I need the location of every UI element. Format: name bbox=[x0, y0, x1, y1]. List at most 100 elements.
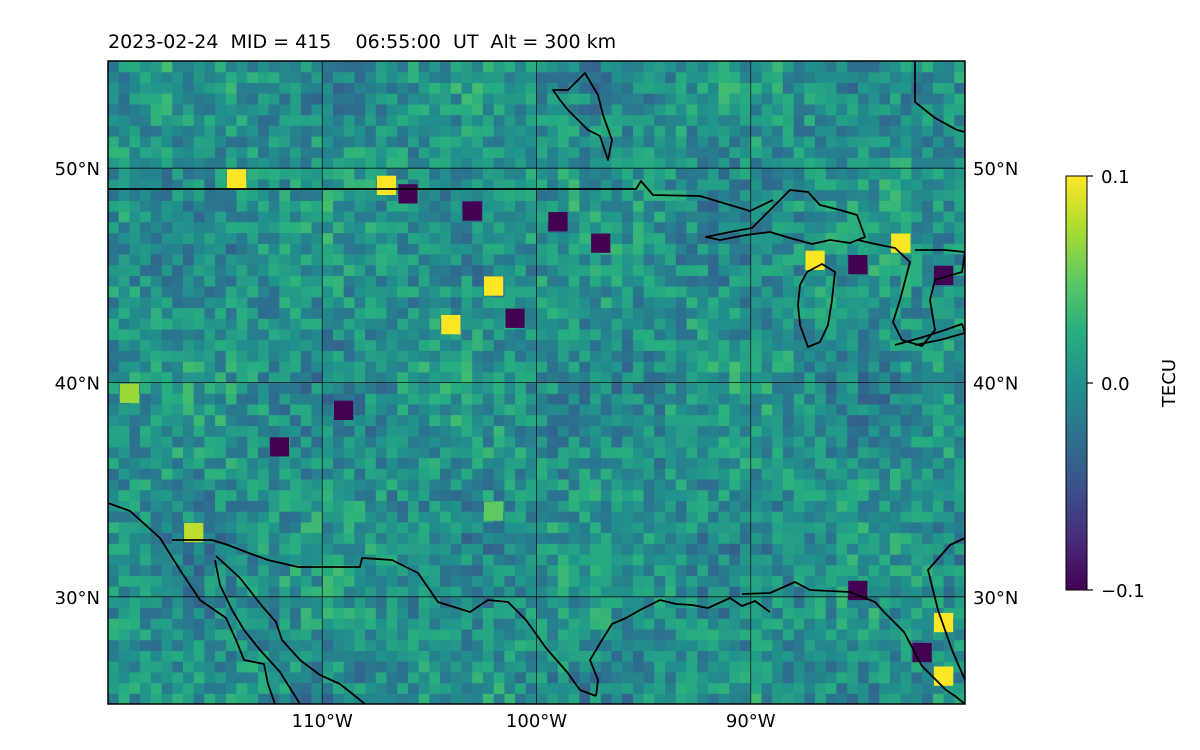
heatmap-cell bbox=[557, 596, 570, 609]
heatmap-cell bbox=[611, 478, 623, 491]
heatmap-cell bbox=[557, 157, 570, 169]
heatmap-cell bbox=[954, 521, 965, 534]
heatmap-cell bbox=[482, 650, 495, 662]
heatmap-cell bbox=[365, 253, 377, 266]
heatmap-cell bbox=[290, 436, 302, 448]
heatmap-cell bbox=[761, 221, 773, 234]
heatmap-cell bbox=[397, 521, 409, 534]
heatmap-cell bbox=[750, 350, 763, 362]
heatmap-cell bbox=[579, 403, 591, 416]
heatmap-cell bbox=[686, 414, 698, 426]
heatmap-cell bbox=[579, 371, 591, 384]
heatmap-cell bbox=[782, 264, 795, 276]
heatmap-cell bbox=[536, 361, 548, 373]
heatmap-cell bbox=[729, 682, 741, 694]
heatmap-cell bbox=[429, 178, 441, 191]
heatmap-cell bbox=[429, 168, 441, 180]
heatmap-cell bbox=[804, 168, 816, 180]
heatmap-cell bbox=[729, 693, 741, 704]
heatmap-cell bbox=[686, 682, 698, 694]
heatmap-cell bbox=[515, 168, 527, 180]
heatmap-cell bbox=[740, 232, 752, 244]
heatmap-cell bbox=[204, 253, 216, 266]
heatmap-cell bbox=[172, 221, 184, 234]
heatmap-cell bbox=[407, 350, 420, 362]
heatmap-cell bbox=[204, 682, 216, 694]
heatmap-cell bbox=[258, 93, 270, 105]
heatmap-cell bbox=[954, 371, 965, 384]
heatmap-cell bbox=[718, 586, 730, 598]
heatmap-cell bbox=[547, 82, 559, 94]
heatmap-cell bbox=[343, 661, 355, 673]
heatmap-cell bbox=[568, 596, 580, 609]
heatmap-cell bbox=[407, 650, 420, 662]
heatmap-cell bbox=[418, 286, 430, 298]
heatmap-cell bbox=[300, 596, 313, 609]
heatmap-cell bbox=[397, 500, 409, 512]
heatmap-cell bbox=[461, 543, 473, 555]
heatmap-cell bbox=[922, 328, 934, 341]
heatmap-cell bbox=[290, 253, 302, 266]
heatmap-cell bbox=[686, 318, 698, 330]
heatmap-cell bbox=[632, 575, 645, 587]
heatmap-cell bbox=[429, 71, 441, 83]
heatmap-cell bbox=[129, 661, 141, 673]
heatmap-cell bbox=[440, 125, 452, 137]
heatmap-cell bbox=[911, 114, 923, 126]
heatmap-cell bbox=[729, 446, 741, 459]
heatmap-cell bbox=[857, 521, 870, 534]
heatmap-cell bbox=[665, 221, 677, 234]
heatmap-cell bbox=[247, 693, 259, 704]
heatmap-cell bbox=[622, 371, 634, 384]
heatmap-cell bbox=[354, 414, 366, 426]
heatmap-cell bbox=[525, 296, 538, 309]
heatmap-cell bbox=[482, 468, 495, 480]
heatmap-cell bbox=[954, 478, 965, 491]
heatmap-cell bbox=[740, 521, 752, 534]
heatmap-cell bbox=[525, 425, 538, 437]
heatmap-cell bbox=[140, 639, 152, 651]
heatmap-cell bbox=[718, 71, 730, 83]
heatmap-cell bbox=[825, 382, 837, 394]
heatmap-cell bbox=[911, 425, 923, 437]
heatmap-cell bbox=[482, 393, 495, 405]
heatmap-cell bbox=[279, 425, 291, 437]
heatmap-cell bbox=[793, 596, 805, 609]
heatmap-cell bbox=[943, 564, 955, 576]
heatmap-cell bbox=[472, 629, 484, 641]
heatmap-cell bbox=[772, 468, 784, 480]
heatmap-cell bbox=[161, 168, 173, 180]
heatmap-cell bbox=[183, 264, 195, 276]
heatmap-cell bbox=[643, 629, 655, 641]
heatmap-cell bbox=[440, 489, 452, 501]
heatmap-cell bbox=[365, 296, 377, 309]
heatmap-cell bbox=[354, 253, 366, 266]
heatmap-cell bbox=[343, 103, 355, 116]
heatmap-cell bbox=[150, 361, 163, 373]
heatmap-cell bbox=[697, 93, 709, 105]
heatmap-cell bbox=[815, 361, 827, 373]
heatmap-cell bbox=[429, 382, 441, 394]
heatmap-cell bbox=[279, 468, 291, 480]
heatmap-cell bbox=[632, 671, 645, 684]
heatmap-cell bbox=[193, 403, 205, 416]
heatmap-cell bbox=[482, 682, 495, 694]
heatmap-cell bbox=[365, 136, 377, 148]
heatmap-cell bbox=[172, 178, 184, 191]
heatmap-cell bbox=[665, 114, 677, 126]
map-frame bbox=[107, 60, 966, 705]
heatmap-cell bbox=[440, 629, 452, 641]
heatmap-cell bbox=[472, 382, 484, 394]
heatmap-cell bbox=[782, 103, 795, 116]
heatmap-cell bbox=[782, 157, 795, 169]
heatmap-cell bbox=[407, 221, 420, 234]
heatmap-cell bbox=[536, 296, 548, 309]
heatmap-cell bbox=[215, 500, 227, 512]
heatmap-cell bbox=[782, 575, 795, 587]
heatmap-cell bbox=[150, 414, 163, 426]
heatmap-cell bbox=[686, 125, 698, 137]
heatmap-cell bbox=[665, 607, 677, 619]
heatmap-cell bbox=[868, 232, 880, 244]
heatmap-cell bbox=[857, 243, 870, 255]
heatmap-cell bbox=[365, 168, 377, 180]
